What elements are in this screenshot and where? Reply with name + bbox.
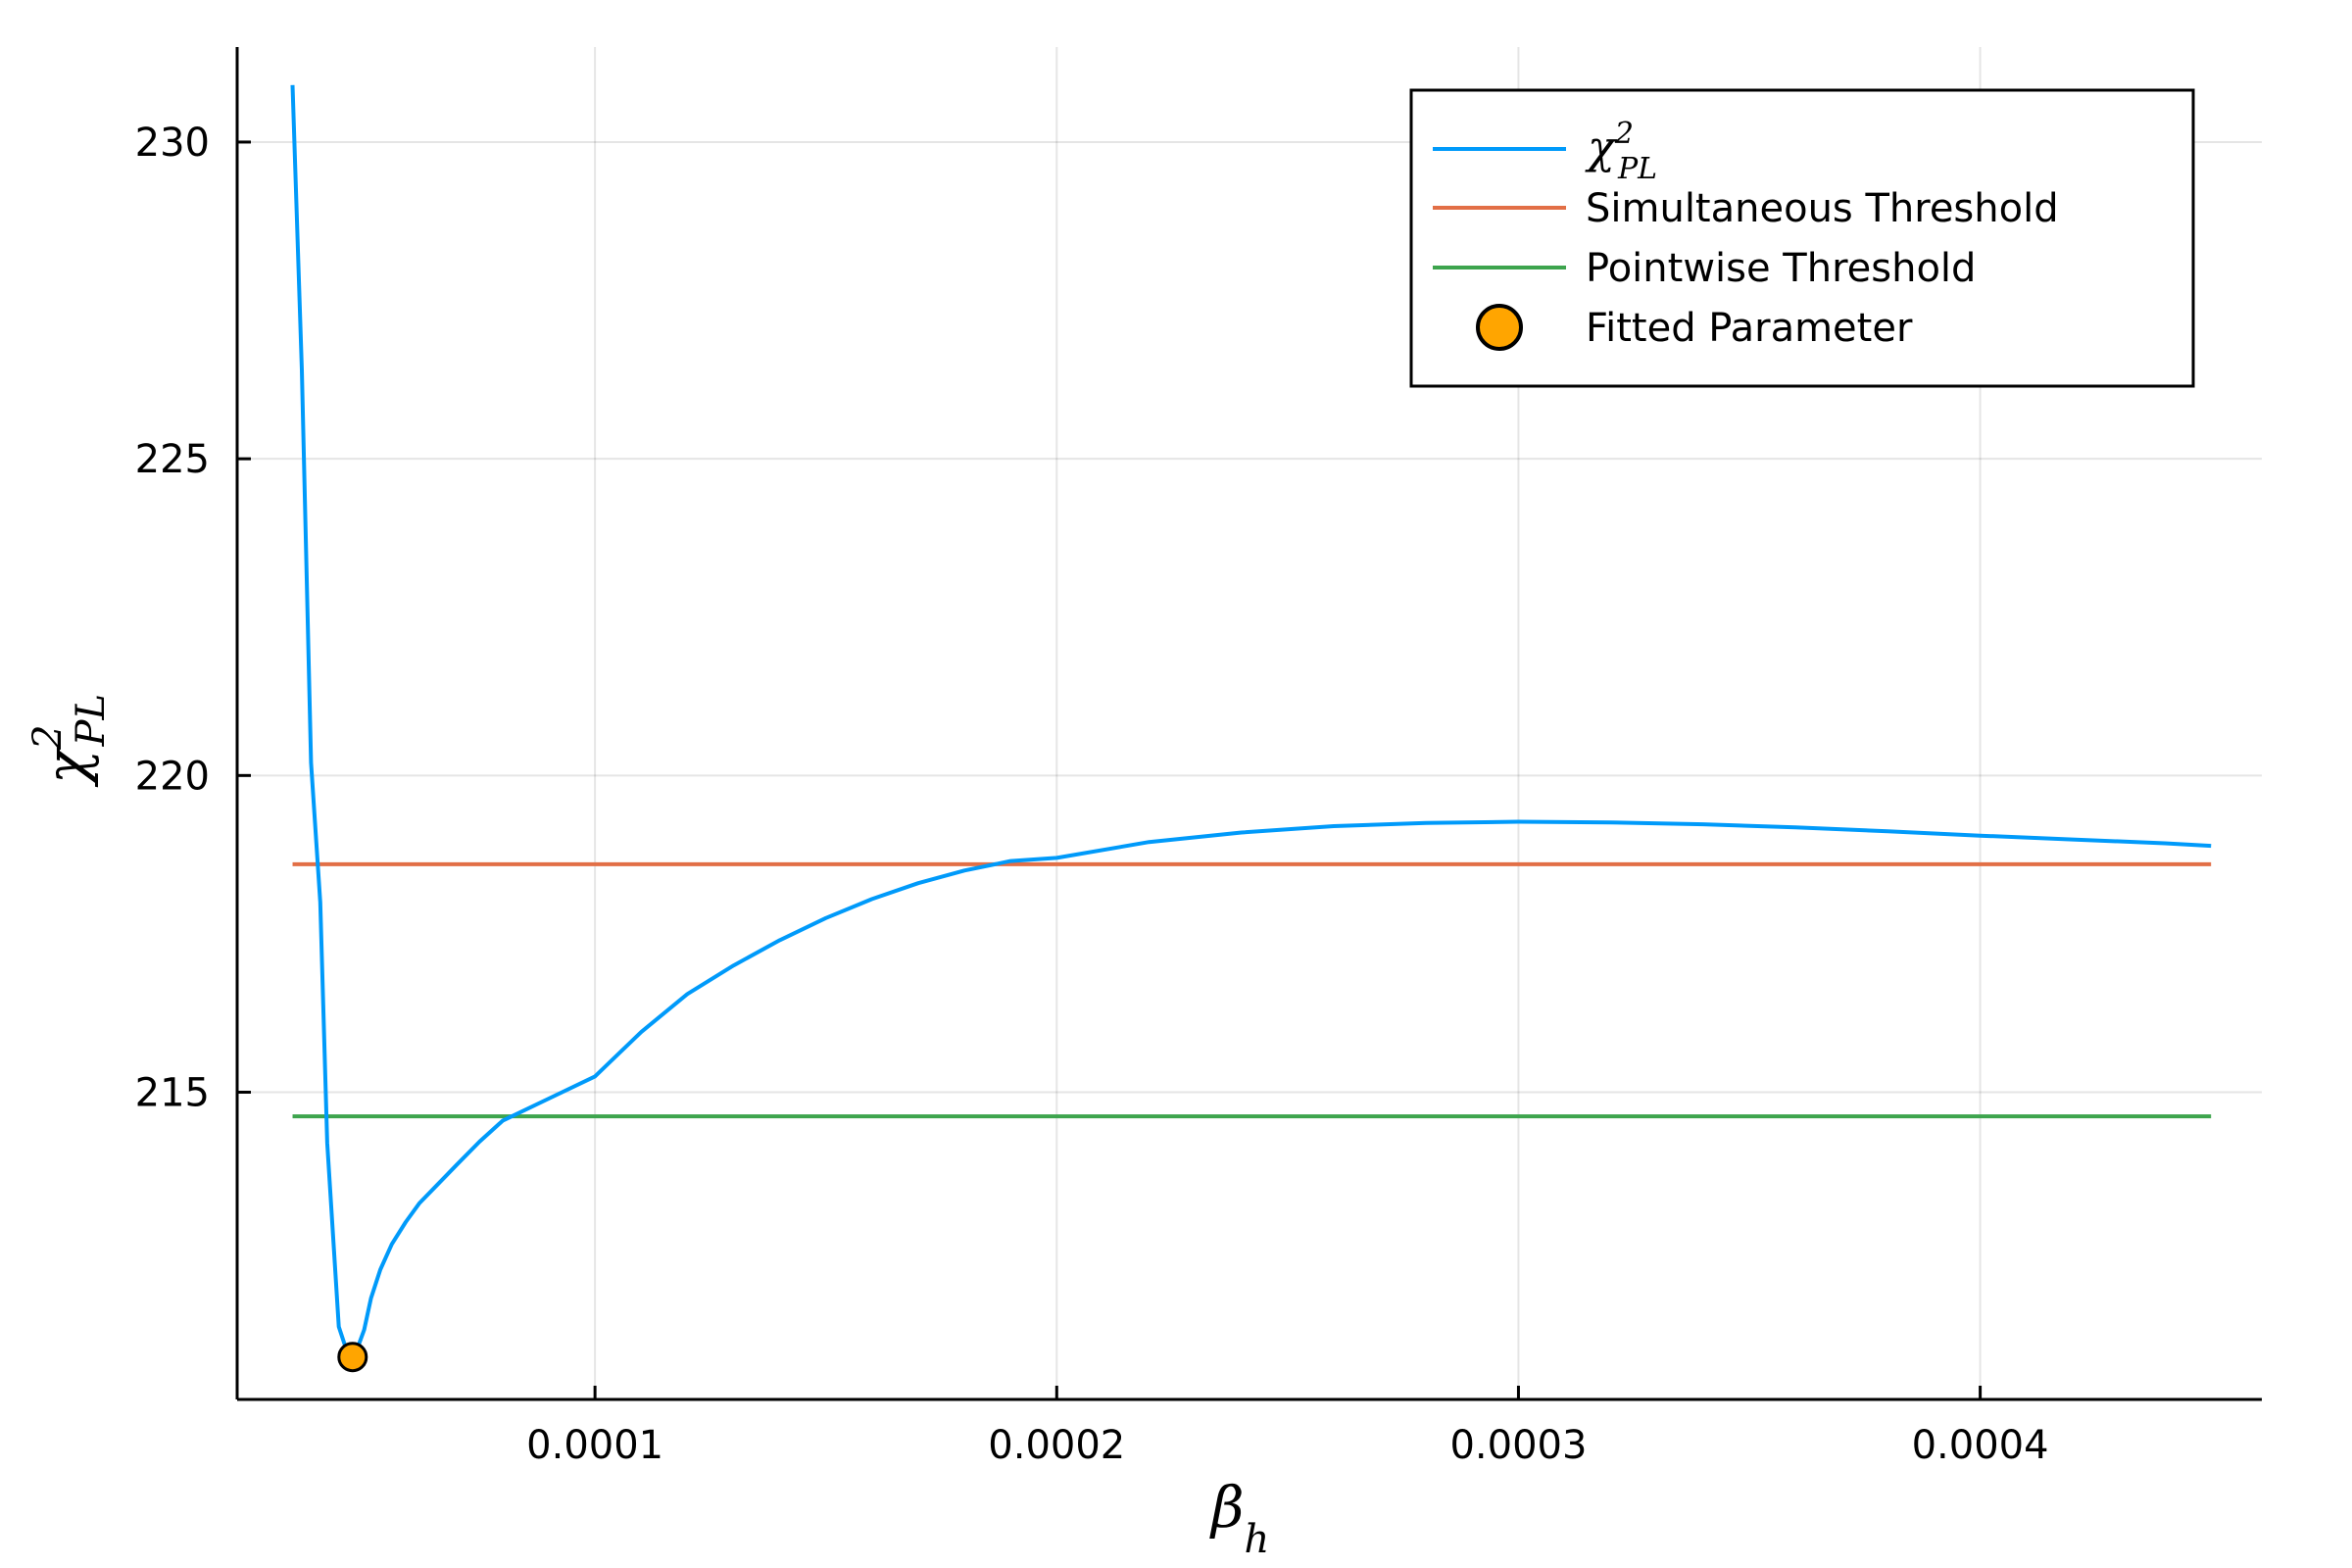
legend-box xyxy=(1409,88,2195,388)
legend-marker-fitted xyxy=(1476,304,1523,351)
x-tick-label: 0.0004 xyxy=(1912,1423,2049,1468)
fitted-parameter-point xyxy=(337,1342,368,1373)
plot-series xyxy=(290,84,2212,1373)
y-axis-label-sub: PL xyxy=(69,694,114,747)
x-tick-label: 0.0003 xyxy=(1449,1423,1587,1468)
y-tick-label: 215 xyxy=(135,1071,210,1116)
x-tick-label: 0.0001 xyxy=(526,1423,663,1468)
x-axis-label-sub: h xyxy=(1245,1517,1270,1562)
legend-label-chi2-sup: 2 xyxy=(1614,117,1634,151)
axis-ticks: 0.0001 0.0002 0.0003 0.0004 215 220 225 230 xyxy=(135,121,2049,1468)
y-axis-label-base: χ xyxy=(33,747,100,788)
y-axis-label: χ2PL xyxy=(25,694,114,788)
y-axis-label-sup: 2 xyxy=(25,724,71,750)
legend-label-chi2-base: χ xyxy=(1585,121,1618,173)
legend-label-fitted: Fitted Parameter xyxy=(1586,306,1913,351)
x-axis-label: βh xyxy=(1209,1474,1269,1562)
legend-label-chi2: χ2 PL xyxy=(1585,117,1657,186)
y-tick-label: 220 xyxy=(135,754,210,799)
legend-label-pointwise: Pointwise Threshold xyxy=(1586,246,1976,291)
legend: χ2 PL Simultaneous Threshold Pointwise Th… xyxy=(1409,88,2195,388)
legend-label-chi2-sub: PL xyxy=(1617,152,1657,186)
y-tick-label: 230 xyxy=(135,121,210,166)
legend-label-simultaneous: Simultaneous Threshold xyxy=(1586,186,2059,231)
x-tick-label: 0.0002 xyxy=(988,1423,1125,1468)
x-axis-label-base: β xyxy=(1209,1474,1245,1541)
y-tick-label: 225 xyxy=(135,437,210,482)
